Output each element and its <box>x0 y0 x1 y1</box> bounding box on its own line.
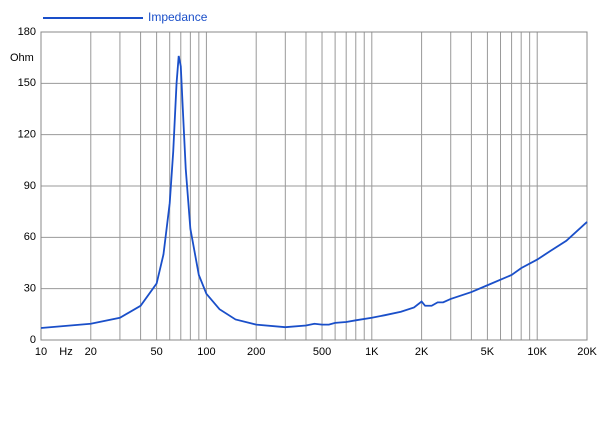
x-unit: Hz <box>59 346 72 358</box>
x-tick-label: 200 <box>247 346 265 358</box>
x-tick-label: 5K <box>481 346 495 358</box>
y-tick-label: 120 <box>18 129 36 141</box>
plot-frame <box>40 31 588 341</box>
x-tick-label: 50 <box>150 346 162 358</box>
x-tick-label: 20K <box>577 346 597 358</box>
x-tick-label: 20 <box>85 346 97 358</box>
x-tick-label: 100 <box>197 346 215 358</box>
x-tick-label: 1K <box>365 346 379 358</box>
x-tick-label: 2K <box>415 346 429 358</box>
y-tick-label: 180 <box>18 26 36 38</box>
y-tick-label: 30 <box>24 283 36 295</box>
impedance-line <box>40 55 588 329</box>
y-unit: Ohm <box>10 52 34 64</box>
y-tick-label: 0 <box>30 334 36 346</box>
y-tick-label: 150 <box>18 77 36 89</box>
y-tick-label: 90 <box>24 180 36 192</box>
x-tick-label: 10 <box>35 346 47 358</box>
y-tick-label: 60 <box>24 231 36 243</box>
x-tick-label: 10K <box>527 346 547 358</box>
x-tick-label: 500 <box>313 346 331 358</box>
legend-label: Impedance <box>148 10 208 24</box>
